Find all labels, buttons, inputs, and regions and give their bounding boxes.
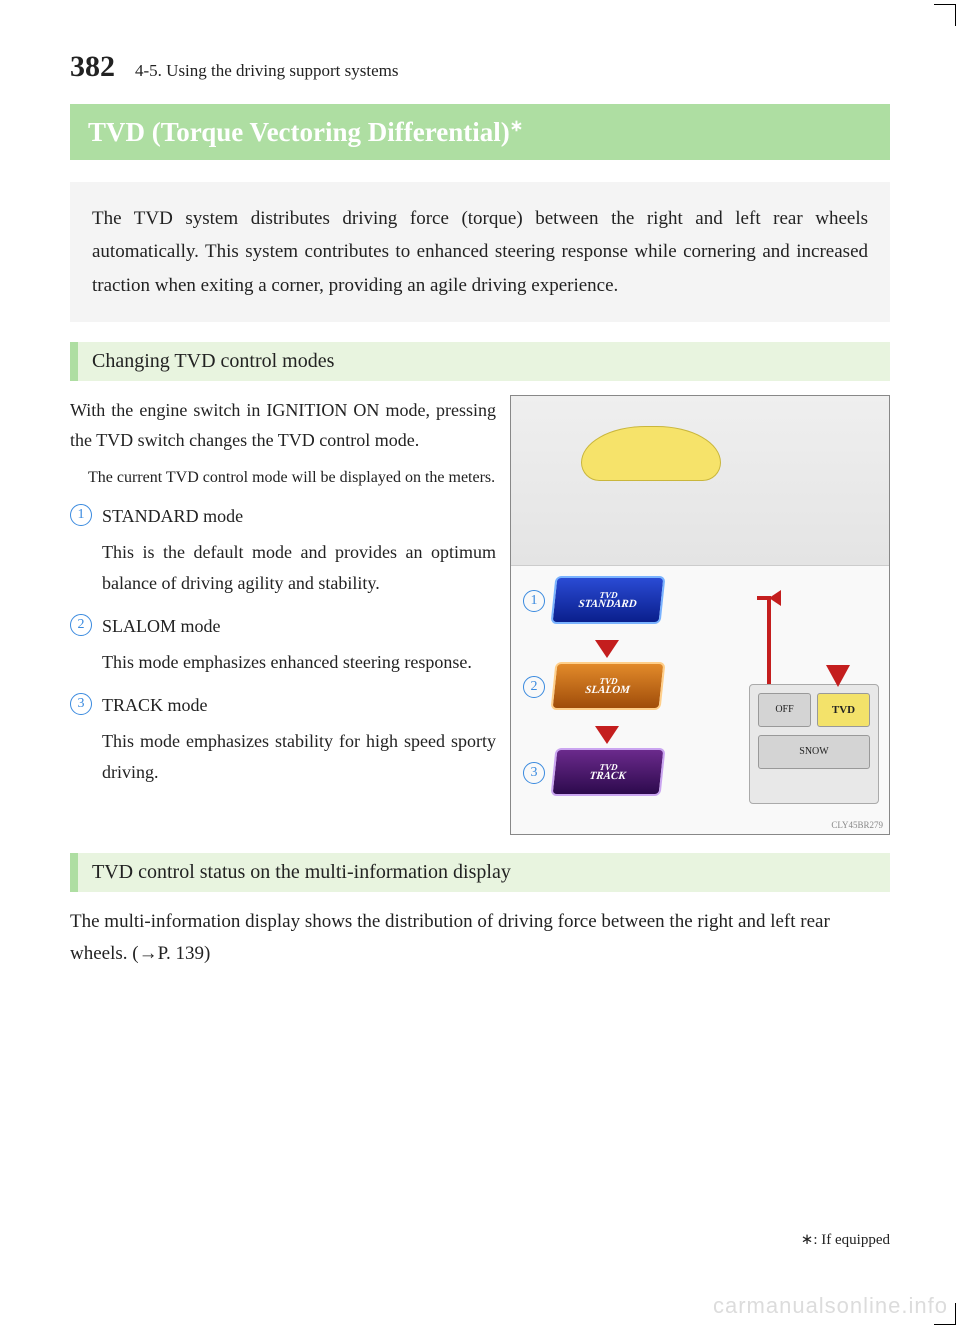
mode-desc-1: This is the default mode and provides an…	[102, 537, 496, 598]
modes-figure: 1 TVD STANDARD 2 TVD SLALOM 3	[510, 395, 890, 835]
mode-item-2: 2 SLALOM mode	[70, 611, 496, 642]
badge-standard: TVD STANDARD	[550, 576, 665, 624]
mode-desc-3: This mode emphasizes stability for high …	[102, 726, 496, 787]
modes-text-column: With the engine switch in IGNITION ON mo…	[70, 395, 496, 835]
cycle-arrow-icon	[769, 590, 781, 606]
modes-layout: With the engine switch in IGNITION ON mo…	[70, 395, 890, 835]
callout-1: 1 TVD STANDARD	[523, 576, 753, 624]
arrow-down-icon	[595, 640, 619, 658]
mode-callouts: 1 TVD STANDARD 2 TVD SLALOM 3	[523, 576, 753, 812]
figure-code: CLY45BR279	[831, 820, 883, 830]
tvd-button-illustration: TVD	[817, 693, 870, 727]
mode-desc-2: This mode emphasizes enhanced steering r…	[102, 647, 496, 678]
callout-2: 2 TVD SLALOM	[523, 662, 753, 710]
arrow-right-icon	[139, 943, 158, 964]
mode-name-1: STANDARD mode	[102, 501, 496, 532]
mode-item-1: 1 STANDARD mode	[70, 501, 496, 532]
mode-name-2: SLALOM mode	[102, 611, 496, 642]
page-content: 382 4-5. Using the driving support syste…	[0, 0, 960, 1014]
dashboard-illustration	[511, 396, 889, 566]
chapter-title: 4-5. Using the driving support systems	[135, 61, 399, 81]
callout-3: 3 TVD TRACK	[523, 748, 753, 796]
mode-item-3: 3 TRACK mode	[70, 690, 496, 721]
main-title: TVD (Torque Vectoring Differential)∗	[70, 104, 890, 160]
snow-button-illustration: SNOW	[758, 735, 870, 769]
mode-number-2: 2	[70, 614, 92, 636]
callout-num-3: 3	[523, 762, 545, 784]
off-button-illustration: OFF	[758, 693, 811, 727]
status-text-post: P. 139)	[158, 943, 211, 964]
watermark: carmanualsonline.info	[713, 1293, 948, 1319]
title-asterisk: ∗	[510, 118, 523, 135]
switch-arrow-icon	[826, 665, 850, 687]
intro-box: The TVD system distributes driving force…	[70, 182, 890, 322]
callout-num-1: 1	[523, 590, 545, 612]
modes-note: The current TVD control mode will be dis…	[88, 466, 496, 491]
page-header: 382 4-5. Using the driving support syste…	[70, 50, 890, 84]
callout-num-2: 2	[523, 676, 545, 698]
section-heading-status: TVD control status on the multi-informat…	[70, 853, 890, 892]
section-heading-modes: Changing TVD control modes	[70, 342, 890, 381]
page-number: 382	[70, 50, 115, 84]
mode-number-1: 1	[70, 504, 92, 526]
meter-highlight	[581, 426, 721, 481]
badge-track: TVD TRACK	[550, 748, 665, 796]
footnote: ∗: If equipped	[801, 1230, 890, 1249]
tvd-switch-panel: OFF TVD SNOW	[749, 684, 879, 804]
title-text: TVD (Torque Vectoring Differential)	[88, 117, 510, 147]
arrow-down-icon	[595, 726, 619, 744]
badge-slalom: TVD SLALOM	[550, 662, 665, 710]
mode-number-3: 3	[70, 693, 92, 715]
modes-para1: With the engine switch in IGNITION ON mo…	[70, 395, 496, 456]
intro-text: The TVD system distributes driving force…	[92, 208, 868, 296]
status-body: The multi-information display shows the …	[70, 906, 890, 971]
crop-mark	[934, 4, 956, 26]
mode-name-3: TRACK mode	[102, 690, 496, 721]
